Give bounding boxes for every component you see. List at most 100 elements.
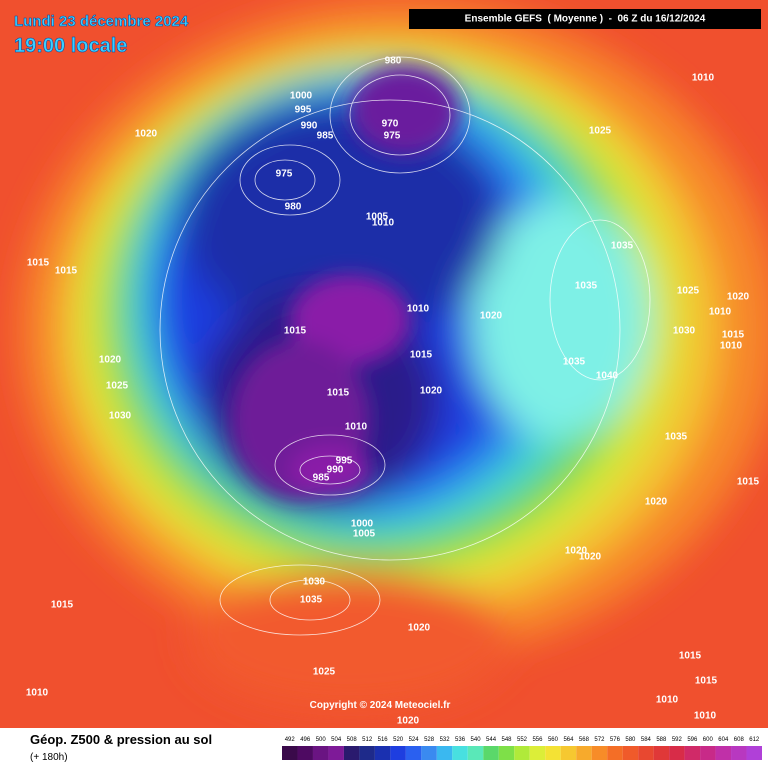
scale-cell xyxy=(483,746,499,760)
scale-tick: 520 xyxy=(393,737,404,743)
scale-tick: 524 xyxy=(409,737,420,743)
scale-tick: 508 xyxy=(347,737,358,743)
isobar-label: 1025 xyxy=(589,126,612,137)
scale-tick: 536 xyxy=(455,737,466,743)
scale-tick: 500 xyxy=(316,737,327,743)
scale-tick: 512 xyxy=(362,737,373,743)
scale-tick: 504 xyxy=(331,737,342,743)
isobar-label: 995 xyxy=(295,105,312,116)
scale-tick: 540 xyxy=(471,737,482,743)
scale-cell xyxy=(467,746,484,760)
scale-cell xyxy=(529,746,546,760)
isobar-label: 1035 xyxy=(665,432,688,443)
isobar-label: 985 xyxy=(313,473,330,484)
scale-cell xyxy=(436,746,453,760)
scale-cell xyxy=(405,746,422,760)
scale-tick: 528 xyxy=(424,737,435,743)
date: Lundi 23 décembre 2024 xyxy=(14,13,189,30)
scale-cell xyxy=(653,746,670,760)
copyright: Copyright © 2024 Meteociel.fr xyxy=(310,700,451,711)
isobar-label: 1010 xyxy=(694,711,717,722)
isobar-label: 1020 xyxy=(397,716,420,727)
isobar-label: 975 xyxy=(276,169,293,180)
scale-tick: 568 xyxy=(579,737,590,743)
isobar-label: 1000 xyxy=(351,519,374,530)
scale-tick: 608 xyxy=(734,737,745,743)
isobar-label: 1030 xyxy=(673,326,696,337)
isobar-label: 1015 xyxy=(27,258,50,269)
isobar-label: 985 xyxy=(317,131,334,142)
scale-cell xyxy=(297,746,313,760)
isobar-label: 1035 xyxy=(300,595,323,606)
scale-cell xyxy=(607,746,623,760)
isobar-label: 1030 xyxy=(109,411,132,422)
isobar-label: 1020 xyxy=(99,355,122,366)
run-info: Ensemble GEFS ( Moyenne ) - 06 Z du 16/1… xyxy=(465,14,706,25)
isobar-labels: 9801000995990985970975975980102010101025… xyxy=(26,56,760,727)
isobar-label: 1025 xyxy=(313,667,336,678)
scale-tick: 492 xyxy=(285,737,296,743)
scale-tick: 604 xyxy=(718,737,729,743)
scale-cell xyxy=(452,746,468,760)
scale-tick: 584 xyxy=(641,737,652,743)
scale-tick: 532 xyxy=(440,737,451,743)
color-scale: 492 496 500 504 508 512 516 520 524 528 532 536 540 5… xyxy=(282,737,762,760)
isobar-label: 1010 xyxy=(372,218,395,229)
footer-subtitle: (+ 180h) xyxy=(30,752,68,763)
scale-tick: 596 xyxy=(687,737,698,743)
scale-cell xyxy=(359,746,375,760)
scale-tick: 548 xyxy=(502,737,513,743)
isobar-label: 1015 xyxy=(55,266,78,277)
scale-tick: 556 xyxy=(532,737,543,743)
scale-cell xyxy=(343,746,360,760)
scale-cell xyxy=(514,746,530,760)
isobar-label: 1010 xyxy=(709,307,732,318)
scale-cell xyxy=(746,746,762,760)
scale-cell xyxy=(421,746,437,760)
scale-cell xyxy=(622,746,639,760)
isobar-label: 975 xyxy=(384,131,401,142)
scale-tick: 592 xyxy=(672,737,683,743)
isobar-label: 1015 xyxy=(410,350,433,361)
isobar-label: 1010 xyxy=(26,688,49,699)
scale-cell xyxy=(390,746,406,760)
scale-tick: 560 xyxy=(548,737,559,743)
isobar-label: 1035 xyxy=(563,357,586,368)
isobar-label: 1015 xyxy=(51,600,74,611)
field xyxy=(0,0,768,728)
scale-cell xyxy=(560,746,577,760)
isobar-label: 1040 xyxy=(596,371,619,382)
scale-cell xyxy=(545,746,561,760)
isobar-label: 1000 xyxy=(290,91,313,102)
isobar-label: 1010 xyxy=(656,695,679,706)
scale-tick: 600 xyxy=(703,737,714,743)
scale-cell xyxy=(328,746,344,760)
scale-cell xyxy=(638,746,654,760)
scale-cell xyxy=(312,746,329,760)
scale-cell xyxy=(576,746,592,760)
scale-cell xyxy=(731,746,747,760)
isobar-label: 1015 xyxy=(737,477,760,488)
isobar-label: 1020 xyxy=(408,623,431,634)
scale-tick: 564 xyxy=(563,737,574,743)
scale-tick: 588 xyxy=(656,737,667,743)
isobar-label: 990 xyxy=(327,465,344,476)
isobar-label: 1025 xyxy=(677,286,700,297)
isobar-label: 1010 xyxy=(692,73,715,84)
footer-title: Géop. Z500 & pression au sol xyxy=(30,732,212,747)
isobar-label: 1020 xyxy=(727,292,750,303)
scale-tick: 544 xyxy=(486,737,497,743)
isobar-label: 1015 xyxy=(284,326,307,337)
isobar-label: 980 xyxy=(285,202,302,213)
isobar-label: 1015 xyxy=(679,651,702,662)
isobar-label: 1035 xyxy=(575,281,598,292)
isobar-label: 1010 xyxy=(407,304,430,315)
isobar-label: 1010 xyxy=(720,341,743,352)
scale-tick: 496 xyxy=(300,737,311,743)
isobar-label: 990 xyxy=(301,121,318,132)
scale-cell xyxy=(498,746,515,760)
scale-cell xyxy=(282,746,298,760)
isobar-label: 1020 xyxy=(645,497,668,508)
scale-cell xyxy=(684,746,701,760)
